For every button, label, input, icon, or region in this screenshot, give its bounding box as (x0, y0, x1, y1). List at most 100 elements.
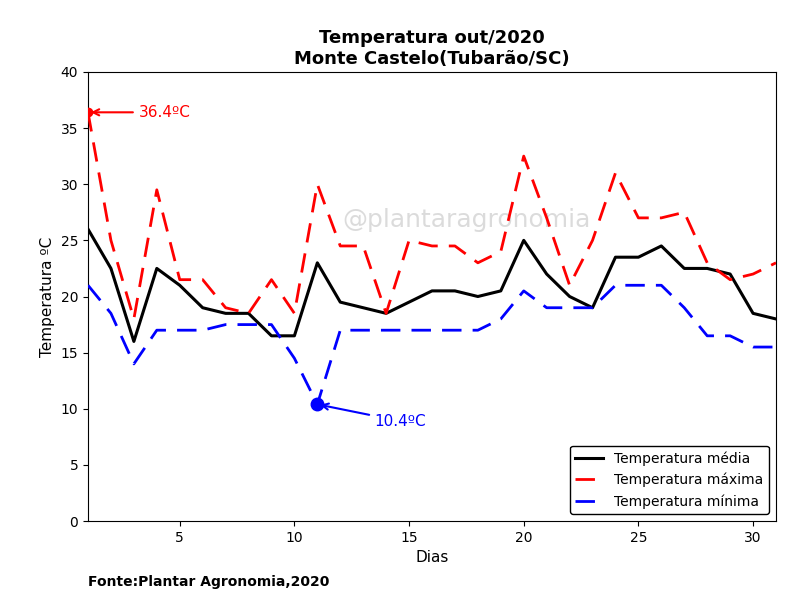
Temperatura mínima (473, 326, 482, 334)
Temperatura média (175, 282, 185, 289)
Temperatura mínima (382, 326, 391, 334)
Temperatura máxima (152, 186, 162, 193)
Temperatura mínima (313, 401, 322, 408)
Temperatura máxima (313, 180, 322, 187)
Temperatura máxima (496, 248, 506, 255)
Temperatura média (496, 288, 506, 295)
Temperatura mínima (542, 304, 551, 311)
Temperatura média (313, 259, 322, 267)
Legend: Temperatura média, Temperatura máxima, Temperatura mínima: Temperatura média, Temperatura máxima, T… (570, 446, 769, 514)
Temperatura máxima (588, 237, 598, 244)
Temperatura mínima (427, 326, 437, 334)
Temperatura mínima (335, 326, 345, 334)
Temperatura mínima (771, 343, 781, 350)
Temperatura mínima (175, 326, 185, 334)
Temperatura máxima (335, 243, 345, 250)
Temperatura mínima (404, 326, 414, 334)
Temperatura mínima (610, 282, 620, 289)
Temperatura mínima (726, 332, 735, 340)
Temperatura máxima (519, 153, 529, 160)
Temperatura média (106, 265, 116, 272)
Temperatura máxima (657, 214, 666, 222)
Temperatura média (83, 225, 93, 232)
Temperatura média (427, 288, 437, 295)
Temperatura média (266, 332, 276, 340)
Temperatura mínima (634, 282, 643, 289)
Temperatura média (382, 310, 391, 317)
Temperatura média (335, 298, 345, 305)
Temperatura mínima (83, 282, 93, 289)
Temperatura média (519, 237, 529, 244)
Temperatura mínima (244, 321, 254, 328)
Temperatura média (473, 293, 482, 300)
Temperatura média (358, 304, 368, 311)
Temperatura média (542, 270, 551, 277)
Temperatura mínima (221, 321, 230, 328)
Temperatura máxima (198, 276, 207, 283)
Temperatura média (588, 304, 598, 311)
Temperatura média (657, 243, 666, 250)
Temperatura máxima (702, 259, 712, 267)
Temperatura máxima (748, 270, 758, 277)
Temperatura mínima (450, 326, 460, 334)
Temperatura máxima (129, 315, 138, 322)
Temperatura máxima (106, 237, 116, 244)
Temperatura mínima (198, 326, 207, 334)
Temperatura média (152, 265, 162, 272)
Temperatura máxima (404, 237, 414, 244)
Temperatura média (726, 270, 735, 277)
Temperatura média (404, 298, 414, 305)
Line: Temperatura máxima: Temperatura máxima (88, 113, 776, 319)
Line: Temperatura média: Temperatura média (88, 229, 776, 341)
Temperatura mínima (519, 288, 529, 295)
Temperatura mínima (496, 315, 506, 322)
Temperatura mínima (290, 355, 299, 362)
Text: @plantaragronomia: @plantaragronomia (342, 208, 590, 232)
Temperatura mínima (588, 304, 598, 311)
Temperatura máxima (610, 170, 620, 177)
Temperatura média (450, 288, 460, 295)
Temperatura máxima (290, 310, 299, 317)
Temperatura média (771, 315, 781, 322)
Temperatura média (129, 338, 138, 345)
Temperatura máxima (679, 208, 689, 216)
Temperatura máxima (542, 214, 551, 222)
Temperatura máxima (771, 259, 781, 267)
Temperatura média (679, 265, 689, 272)
Temperatura mínima (679, 304, 689, 311)
Temperatura máxima (634, 214, 643, 222)
Temperatura média (198, 304, 207, 311)
Temperatura mínima (657, 282, 666, 289)
Temperatura mínima (358, 326, 368, 334)
Temperatura média (610, 253, 620, 261)
Temperatura máxima (83, 109, 93, 116)
Temperatura máxima (221, 304, 230, 311)
Temperatura média (634, 253, 643, 261)
Temperatura média (702, 265, 712, 272)
Temperatura mínima (702, 332, 712, 340)
Temperatura máxima (175, 276, 185, 283)
Temperatura média (221, 310, 230, 317)
Text: Fonte:Plantar Agronomia,2020: Fonte:Plantar Agronomia,2020 (88, 575, 330, 589)
Temperatura mínima (266, 321, 276, 328)
Temperatura média (290, 332, 299, 340)
Temperatura máxima (473, 259, 482, 267)
Temperatura mínima (152, 326, 162, 334)
Title: Temperatura out/2020
Monte Castelo(Tubarão/SC): Temperatura out/2020 Monte Castelo(Tubar… (294, 29, 570, 68)
Temperatura mínima (748, 343, 758, 350)
Temperatura mínima (129, 360, 138, 367)
Temperatura mínima (106, 310, 116, 317)
Temperatura máxima (382, 310, 391, 317)
Temperatura máxima (565, 282, 574, 289)
Temperatura média (244, 310, 254, 317)
Temperatura mínima (565, 304, 574, 311)
Temperatura máxima (244, 310, 254, 317)
Temperatura média (565, 293, 574, 300)
X-axis label: Dias: Dias (415, 550, 449, 565)
Temperatura máxima (726, 276, 735, 283)
Temperatura máxima (266, 276, 276, 283)
Line: Temperatura mínima: Temperatura mínima (88, 285, 776, 404)
Temperatura máxima (427, 243, 437, 250)
Temperatura máxima (450, 243, 460, 250)
Text: 36.4ºC: 36.4ºC (93, 105, 190, 120)
